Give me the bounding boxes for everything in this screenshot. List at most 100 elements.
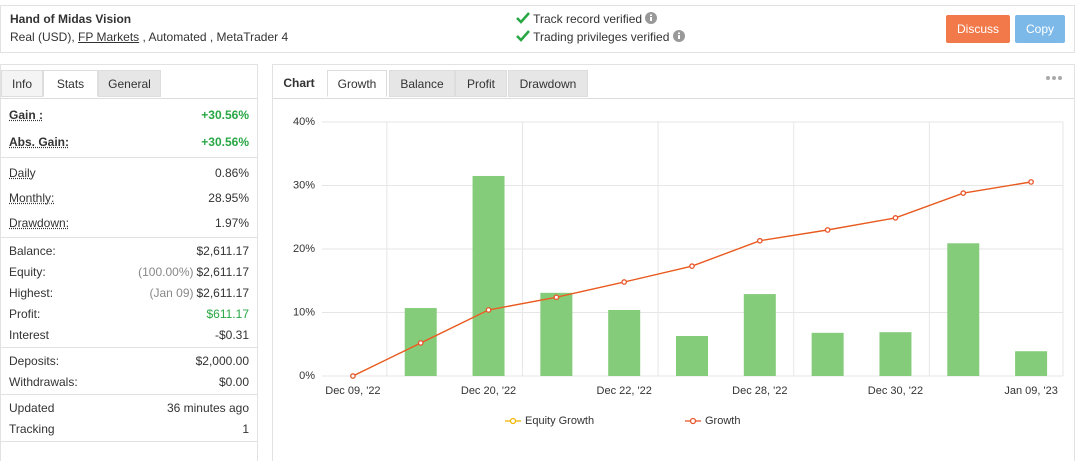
title: Hand of Midas Vision [10, 12, 132, 26]
stat-value: -$0.31 [214, 327, 249, 342]
point [960, 190, 967, 196]
stat-label: Gain : [9, 107, 44, 122]
y-tick-label: 20% [293, 243, 315, 255]
stat-label: Tracking [9, 421, 55, 436]
tab-bar: Info Stats General [1, 65, 257, 99]
stat-value: $2,611.17 [196, 285, 250, 300]
bar [472, 175, 505, 376]
stats-group: Deposits: $2,000.00 Withdrawals: $0.00 [1, 348, 257, 395]
stats-group: Gain : +30.56% Abs. Gain: +30.56% [1, 99, 257, 158]
bar [879, 332, 912, 376]
stat-label: Abs. Gain: [9, 134, 70, 149]
chart-panel: Chart Growth Balance Profit Drawdown [272, 64, 1075, 461]
point [756, 237, 763, 244]
y-tick-label: 10% [293, 306, 315, 318]
stat-row: Updated 36 minutes ago [9, 397, 249, 418]
bar [743, 294, 776, 376]
stat-value: +30.56% [201, 107, 249, 122]
stat-value: 0.86% [214, 165, 249, 180]
x-tick-label: Dec 28, '22 [732, 385, 787, 397]
stat-row: Highest: (Jan 09) $2,611.17 [9, 282, 249, 303]
stat-value: 28.95% [208, 190, 249, 205]
stat-value-wrap: $2,000.00 [196, 354, 249, 368]
point [1028, 179, 1034, 185]
stat-row: Monthly: 28.95% [9, 185, 249, 210]
x-tick-label: Dec 09, '22 [325, 385, 380, 397]
tab[interactable]: Info [1, 70, 43, 97]
stat-label: Monthly: [9, 190, 55, 205]
stat-value: 1.97% [214, 215, 249, 230]
bar [676, 335, 708, 376]
stats-list: Gain : +30.56% Abs. Gain: +30.56% Daily 0.86%… [1, 99, 257, 442]
tab[interactable]: Drawdown [508, 70, 588, 97]
x-tick-label: Jan 09, '23 [1004, 385, 1057, 397]
stat-value-wrap: $611.17 [207, 307, 250, 321]
y-tick-label: 30% [293, 179, 315, 191]
stat-value-wrap: -$0.31 [215, 328, 249, 342]
x-tick-label: Dec 20, '22 [461, 385, 516, 397]
stat-label: Updated [9, 400, 55, 415]
stat-value-wrap: 0.86% [215, 166, 249, 180]
stat-value-wrap: 36 minutes ago [167, 401, 249, 415]
tab-bar: Chart Growth Balance Profit Drawdown [273, 65, 1074, 99]
tab[interactable]: General [98, 70, 161, 97]
stat-label: Deposits: [9, 353, 60, 368]
bar [947, 243, 980, 376]
legend-label: Equity Growth [525, 415, 594, 427]
stats-panel: Info Stats General Gain : +30.56% Abs. Gai… [0, 64, 258, 461]
stat-value: $0.00 [218, 374, 249, 389]
stat-label: Daily [9, 165, 36, 180]
stat-value-wrap: $2,611.17 [197, 244, 250, 258]
stat-row: Interest -$0.31 [9, 324, 249, 345]
point [689, 263, 695, 269]
stat-value: $2,611.17 [196, 243, 250, 258]
point [350, 373, 356, 379]
discuss-button[interactable]: Discuss [946, 15, 1010, 43]
point [621, 279, 628, 285]
point [417, 340, 424, 346]
point [824, 227, 831, 233]
y-tick-label: 40% [293, 116, 315, 128]
stat-label: Withdrawals: [9, 374, 78, 389]
stat-value-wrap: 1 [242, 422, 249, 436]
header: Hand of Midas Vision Real (USD), FP Mark… [0, 5, 1075, 53]
stat-value-wrap: +30.56% [201, 108, 249, 122]
stat-row: Withdrawals: $0.00 [9, 371, 249, 392]
stat-value: $611.17 [206, 306, 250, 321]
legend-marker [509, 417, 517, 425]
stat-row: Abs. Gain: +30.56% [9, 128, 249, 155]
point [553, 294, 560, 301]
account-info: Real (USD), FP Markets , Automated , Met… [10, 30, 288, 44]
point [892, 215, 899, 221]
stat-row: Balance: $2,611.17 [9, 240, 249, 261]
tab-title: Chart [283, 76, 315, 90]
stat-value-wrap: 28.95% [208, 191, 249, 205]
info-icon[interactable] [645, 12, 658, 24]
copy-button[interactable]: Copy [1015, 15, 1065, 43]
broker-link[interactable]: FP Markets [78, 30, 140, 44]
verification: Track record verified [516, 12, 658, 26]
stat-value-wrap: (Jan 09) $2,611.17 [149, 286, 249, 300]
stat-label: Drawdown: [9, 215, 70, 230]
bar [811, 332, 844, 376]
bar [608, 309, 641, 376]
info-icon[interactable] [672, 30, 685, 42]
stat-row: Gain : +30.56% [9, 101, 249, 128]
menu-icon[interactable] [1045, 75, 1063, 81]
stat-row: Tracking 1 [9, 418, 249, 439]
point [485, 307, 492, 313]
account: Real (USD), [10, 30, 75, 44]
y-tick-label: 0% [299, 370, 315, 382]
stat-value: +30.56% [201, 134, 249, 149]
tab[interactable]: Profit [455, 70, 507, 97]
tab[interactable]: Growth [327, 70, 387, 97]
stat-value: 36 minutes ago [166, 400, 249, 415]
verification-text: Trading privileges verified [533, 30, 670, 44]
bar [1015, 351, 1048, 376]
check-icon [516, 30, 530, 42]
tab[interactable]: Balance [389, 70, 455, 97]
check-icon [516, 12, 530, 24]
tab[interactable]: Stats [43, 70, 98, 97]
x-tick-label: Dec 30, '22 [868, 385, 923, 397]
stat-note: (100.00%) [138, 264, 194, 279]
